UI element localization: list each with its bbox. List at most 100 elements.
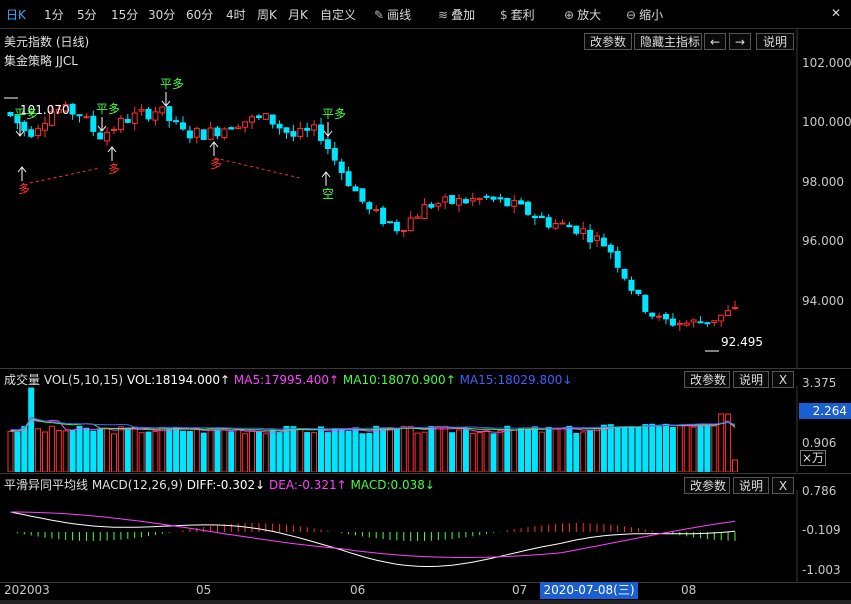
trade-signal-label: 多	[18, 182, 30, 196]
candle-body	[117, 117, 124, 131]
period-1min[interactable]: 1分	[44, 8, 64, 22]
period-month[interactable]: 月K	[288, 8, 308, 22]
volume-params-button[interactable]: 改参数	[684, 371, 730, 388]
volume-bar	[90, 430, 97, 472]
volume-bar	[166, 428, 173, 472]
period-week[interactable]: 周K	[257, 8, 277, 22]
volume-bar	[414, 432, 421, 472]
candle-body	[518, 200, 525, 205]
candle-body	[159, 106, 166, 114]
candle-body	[166, 106, 173, 121]
period-day[interactable]: 日K	[6, 8, 26, 22]
macd-diff: DIFF:-0.302↓	[186, 478, 266, 492]
candle-body	[62, 103, 69, 112]
zoom-out-tool[interactable]: ⊖ 缩小	[626, 8, 664, 22]
candle-body	[28, 129, 35, 137]
volume-bar	[28, 387, 35, 472]
main-help-button[interactable]: 说明	[756, 33, 794, 50]
volume-bar	[180, 430, 186, 472]
scroll-strip[interactable]	[0, 600, 851, 604]
volume-close-button[interactable]: X	[772, 371, 794, 388]
high-price-label: 101.070	[20, 103, 70, 117]
candle-body	[607, 244, 614, 253]
period-60min[interactable]: 60分	[186, 8, 214, 22]
candle-body	[352, 186, 359, 192]
candle-body	[173, 120, 180, 123]
volume-help-button[interactable]: 说明	[733, 371, 769, 388]
pencil-icon: ✎	[374, 8, 385, 22]
candle-body	[249, 116, 255, 123]
main-params-button[interactable]: 改参数	[584, 33, 632, 50]
volume-bar	[711, 425, 718, 472]
volume-bar	[400, 425, 407, 472]
close-icon[interactable]: ✕	[831, 6, 842, 20]
period-custom[interactable]: 自定义	[320, 8, 357, 22]
candle-body	[663, 313, 669, 320]
volume-bar	[338, 428, 345, 472]
volume-bar	[304, 432, 311, 472]
candle-body	[69, 103, 76, 115]
price-tick: 102.000	[802, 56, 851, 70]
candle-body	[635, 289, 642, 294]
overlay-tool[interactable]: ≋ 叠加	[438, 8, 476, 22]
macd-help-button[interactable]: 说明	[733, 477, 769, 494]
candle-body	[366, 202, 373, 210]
candle-body	[21, 121, 28, 132]
candle-body	[269, 114, 276, 125]
volume-unit-toggle[interactable]: ×万	[800, 450, 826, 466]
volume-bar	[297, 429, 304, 472]
candle-body	[456, 198, 462, 206]
volume-bar	[483, 430, 490, 472]
volume-bar	[48, 425, 55, 472]
candle-body	[35, 128, 42, 137]
time-cursor-label: 2020-07-08(三)	[540, 582, 638, 599]
volume-bar	[14, 431, 21, 472]
volume-bar	[704, 424, 711, 472]
volume-bar	[545, 426, 552, 472]
period-15min[interactable]: 15分	[111, 8, 139, 22]
zoom-in-tool[interactable]: ⊕ 放大	[564, 8, 602, 22]
volume-bar	[7, 430, 14, 472]
candle-body	[214, 127, 221, 137]
candle-body	[290, 131, 297, 137]
volume-bar	[283, 426, 290, 472]
draw-line-tool[interactable]: ✎ 画线	[374, 8, 412, 22]
candle-body	[193, 127, 200, 138]
volume-bar	[490, 433, 497, 472]
candle-body	[414, 216, 421, 219]
macd-params-button[interactable]: 改参数	[684, 477, 730, 494]
panel-divider	[0, 473, 851, 474]
candle-body	[393, 221, 400, 232]
candle-body	[525, 201, 531, 215]
time-tick: 08	[681, 583, 697, 597]
volume-bar	[566, 425, 573, 472]
volume-bar	[614, 427, 621, 472]
macd-close-button[interactable]: X	[772, 477, 794, 494]
hide-indicator-button[interactable]: 隐藏主指标	[634, 33, 702, 50]
candle-body	[97, 132, 104, 140]
candle-body	[14, 115, 21, 124]
period-30min[interactable]: 30分	[148, 8, 176, 22]
prev-arrow-button[interactable]: ←	[704, 33, 726, 50]
candle-body	[559, 222, 566, 225]
macd-tick: 0.786	[802, 484, 837, 498]
volume-bar	[469, 433, 476, 472]
time-tick: 05	[196, 583, 212, 597]
volume-ma15: MA15:18029.800↓	[459, 373, 573, 387]
arbitrage-tool[interactable]: $ 套利	[500, 8, 535, 22]
volume-bar	[159, 426, 166, 472]
volume-bar	[35, 428, 42, 472]
period-4h[interactable]: 4时	[226, 8, 246, 22]
next-arrow-button[interactable]: →	[729, 33, 751, 50]
candle-body	[600, 237, 607, 247]
volume-bar	[62, 430, 69, 472]
trade-signal-label: 平多	[14, 107, 38, 121]
price-tick: 94.000	[802, 294, 844, 308]
volume-bar	[359, 433, 366, 472]
volume-bar	[428, 426, 435, 472]
period-5min[interactable]: 5分	[77, 8, 97, 22]
candle-body	[649, 312, 656, 317]
time-tick: 202003	[4, 583, 50, 597]
candle-body	[428, 204, 435, 208]
